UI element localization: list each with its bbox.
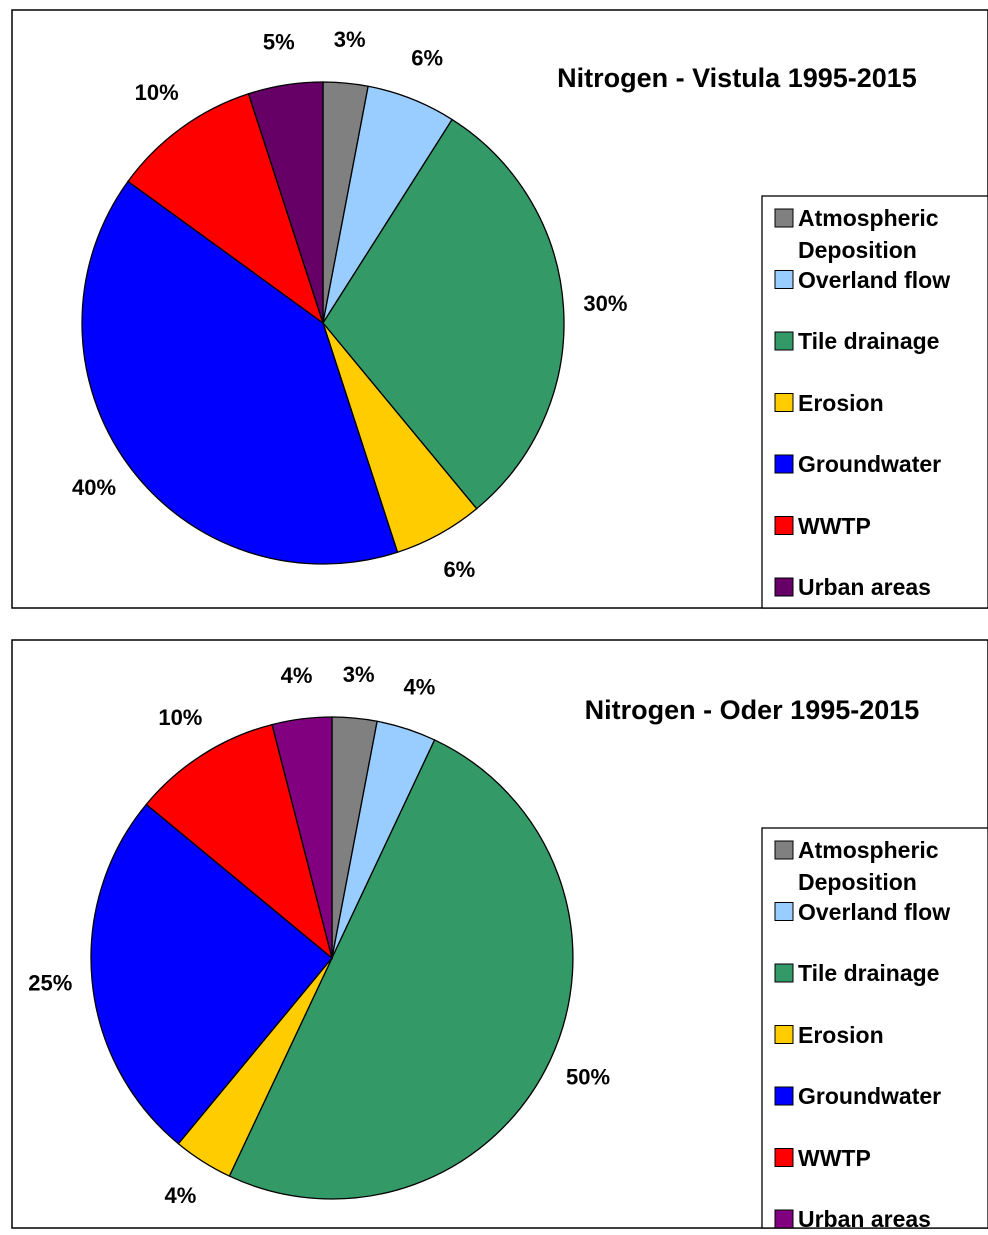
data-label: 10% [158, 705, 202, 730]
legend-swatch [774, 1025, 794, 1044]
legend-frame [761, 195, 988, 609]
legend-entry: Groundwater [798, 451, 942, 477]
legend-entry: Tile drainage [798, 328, 940, 354]
panel-frame [11, 9, 988, 609]
legend-entry: Urban areas [798, 1206, 931, 1232]
data-label: 6% [411, 46, 443, 71]
legend-label: Erosion [798, 389, 884, 416]
legend-entry: Overland flow [798, 898, 951, 925]
legend-swatch [774, 902, 794, 921]
legend-label: Overland flow [798, 266, 951, 293]
legend-entry: Atmospheric Deposition [798, 837, 939, 895]
legend-swatch [774, 1209, 794, 1229]
pie-slice [145, 723, 334, 960]
legend-swatch [774, 1148, 794, 1167]
legend-swatch [774, 840, 794, 860]
pie-slice [247, 81, 324, 324]
legend-frame [761, 827, 988, 1229]
legend-swatch [774, 1086, 794, 1106]
chart-title: Nitrogen - Oder 1995-2015 [585, 695, 920, 725]
legend-entry: Erosion [798, 389, 884, 416]
legend-swatch [774, 577, 794, 597]
data-label: 6% [443, 557, 475, 582]
legend-entry: Overland flow [798, 266, 951, 293]
legend-swatch [774, 963, 794, 983]
legend-swatch [774, 331, 794, 351]
data-label: 50% [566, 1064, 610, 1089]
data-label: 4% [164, 1183, 196, 1208]
legend-entry: Groundwater [798, 1083, 942, 1109]
legend-entry: Tile drainage [798, 960, 940, 986]
legend-label: Urban areas [798, 574, 931, 600]
legend-swatch [774, 270, 794, 289]
legend-label: WWTP [798, 512, 871, 539]
legend-label: Urban areas [798, 1206, 931, 1232]
pie-slice [127, 92, 325, 325]
data-label: 40% [72, 475, 116, 500]
legend-label: WWTP [798, 1144, 871, 1171]
data-label: 3% [334, 27, 366, 52]
legend-label: Groundwater [798, 451, 942, 477]
legend-swatch [774, 393, 794, 412]
data-label: 10% [135, 80, 179, 105]
legend-label: Erosion [798, 1021, 884, 1048]
legend-swatch [774, 208, 794, 228]
panel-frame [11, 639, 988, 1229]
data-label: 4% [281, 663, 313, 688]
legend-entry: WWTP [798, 1144, 871, 1171]
chart-title: Nitrogen - Vistula 1995-2015 [557, 63, 917, 93]
data-label: 30% [583, 291, 627, 316]
legend-entry: WWTP [798, 512, 871, 539]
legend-label: Atmospheric Deposition [798, 205, 939, 263]
pie-slice [228, 739, 573, 1200]
data-label: 3% [343, 662, 375, 687]
pie-slice [322, 118, 565, 510]
data-label: 5% [263, 29, 295, 54]
legend-label: Tile drainage [798, 328, 940, 354]
pie-slice [81, 180, 399, 565]
data-label: 25% [28, 970, 72, 995]
legend-label: Overland flow [798, 898, 951, 925]
legend-entry: Urban areas [798, 574, 931, 600]
legend-swatch [774, 454, 794, 474]
legend-entry: Atmospheric Deposition [798, 205, 939, 263]
legend-label: Atmospheric Deposition [798, 837, 939, 895]
data-label: 4% [404, 675, 436, 700]
legend-label: Groundwater [798, 1083, 942, 1109]
legend-label: Tile drainage [798, 960, 940, 986]
legend-swatch [774, 516, 794, 535]
legend-entry: Erosion [798, 1021, 884, 1048]
pie-slice [90, 803, 333, 1145]
pie-slice [271, 716, 333, 959]
